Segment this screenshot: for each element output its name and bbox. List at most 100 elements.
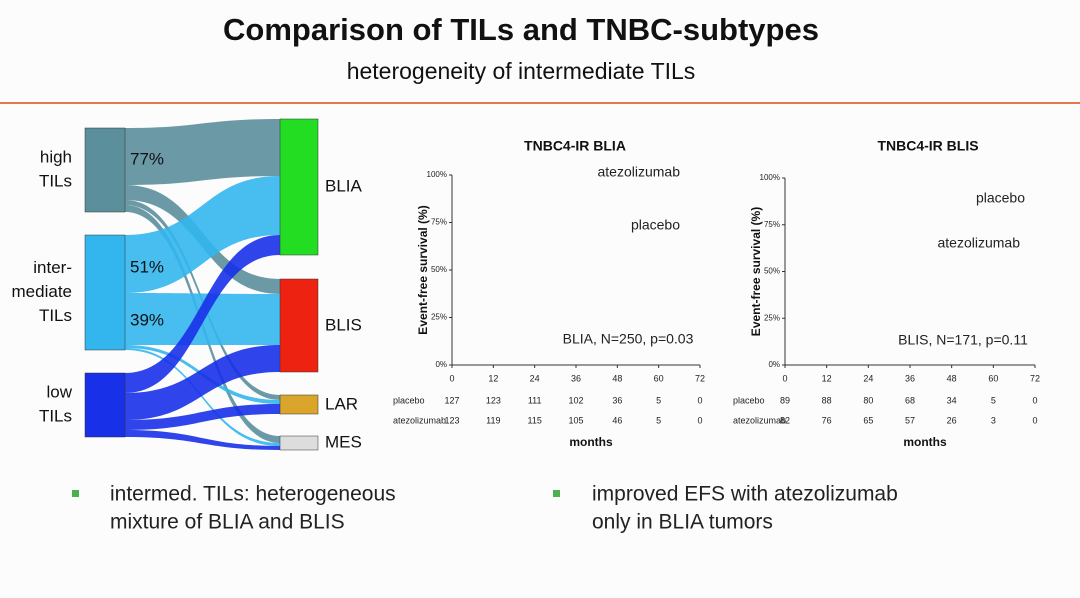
percent-label: 77% [130, 149, 164, 168]
flow [125, 235, 280, 393]
target-label: BLIA [325, 176, 363, 195]
risk-value: 89 [780, 395, 790, 405]
x-tick-label: 36 [905, 373, 915, 383]
x-tick-label: 72 [695, 373, 705, 383]
risk-value: 80 [863, 395, 873, 405]
curve-label: atezolizumab [938, 235, 1021, 251]
x-tick-label: 36 [571, 373, 581, 383]
target-node [279, 118, 319, 256]
bullet-text: improved EFS with atezolizumab [592, 483, 898, 506]
target-node [279, 394, 319, 415]
subtitle: heterogeneity of intermediate TILs [347, 58, 696, 84]
risk-value: 0 [1032, 415, 1037, 425]
plot-note: BLIS, N=171, p=0.11 [898, 332, 1028, 348]
x-tick-label: 60 [988, 373, 998, 383]
flow [125, 176, 280, 293]
risk-value: 115 [527, 415, 541, 425]
source-label: TILs [39, 406, 72, 425]
source-node [84, 127, 126, 213]
target-label: MES [325, 432, 362, 451]
x-tick-label: 48 [612, 373, 622, 383]
x-tick-label: 48 [947, 373, 957, 383]
target-label: BLIS [325, 315, 362, 334]
y-tick-label: 50% [764, 267, 780, 276]
risk-value: 0 [697, 415, 702, 425]
risk-value: 5 [991, 395, 996, 405]
flow [125, 348, 280, 446]
y-tick-label: 75% [764, 220, 780, 229]
plot-title: TNBC4-IR BLIS [877, 138, 978, 154]
source-label: low [46, 382, 72, 401]
plot-note: BLIA, N=250, p=0.03 [563, 331, 694, 347]
bullet-text: intermed. TILs: heterogeneous [110, 483, 396, 506]
flow [125, 119, 280, 185]
source-label: high [40, 147, 72, 166]
source-label: TILs [39, 171, 72, 190]
x-tick-label: 72 [1030, 373, 1040, 383]
risk-value: 5 [656, 415, 661, 425]
risk-value: 68 [905, 395, 915, 405]
x-tick-label: 24 [863, 373, 873, 383]
x-tick-label: 12 [822, 373, 832, 383]
risk-value: 88 [822, 395, 832, 405]
risk-value: 0 [697, 395, 702, 405]
x-tick-label: 0 [782, 373, 787, 383]
percent-label: 39% [130, 310, 164, 329]
x-axis-label: months [569, 435, 613, 449]
risk-value: 0 [1032, 395, 1037, 405]
y-tick-label: 0% [768, 360, 780, 369]
risk-value: 127 [444, 395, 459, 405]
bullet-text: only in BLIA tumors [592, 511, 773, 534]
risk-value: 36 [612, 395, 622, 405]
risk-value: 46 [612, 415, 622, 425]
risk-value: 102 [568, 395, 583, 405]
source-label: mediate [12, 282, 72, 301]
percent-label: 51% [130, 257, 164, 276]
risk-value: 34 [947, 395, 957, 405]
source-label: TILs [39, 306, 72, 325]
risk-value: 105 [568, 415, 583, 425]
x-tick-label: 0 [449, 373, 454, 383]
x-tick-label: 12 [488, 373, 498, 383]
risk-value: 57 [905, 415, 915, 425]
bullet-text: mixture of BLIA and BLIS [110, 511, 345, 534]
x-tick-label: 60 [654, 373, 664, 383]
y-axis-label: Event-free survival (%) [749, 207, 763, 336]
target-label: LAR [325, 394, 358, 413]
risk-value: 123 [486, 395, 501, 405]
risk-value: 3 [991, 415, 996, 425]
sankey: high TILs 77% inter-mediate TILs 51% 39% low TIL… [12, 118, 363, 451]
y-axis-label: Event-free survival (%) [416, 205, 430, 334]
y-tick-label: 75% [431, 218, 447, 227]
risk-row-name: atezolizumab [733, 415, 786, 425]
risk-value: 119 [486, 415, 500, 425]
flow [125, 430, 280, 450]
risk-value: 5 [656, 395, 661, 405]
x-axis-label: months [903, 435, 947, 449]
target-node [279, 278, 319, 373]
source-node [84, 372, 126, 438]
y-tick-label: 100% [760, 173, 780, 182]
risk-value: 111 [528, 395, 542, 405]
bullets: intermed. TILs: heterogeneous mixture of … [72, 483, 898, 534]
source-label: inter- [33, 258, 72, 277]
title: Comparison of TILs and TNBC-subtypes [223, 12, 819, 47]
curve-label: atezolizumab [598, 164, 681, 180]
risk-value: 26 [947, 415, 957, 425]
plot-title: TNBC4-IR BLIA [524, 138, 626, 154]
y-tick-label: 0% [435, 360, 447, 369]
risk-value: 65 [863, 415, 873, 425]
risk-row-name: placebo [733, 395, 765, 405]
flow [125, 345, 280, 420]
y-tick-label: 50% [431, 265, 447, 274]
curve-label: placebo [631, 217, 680, 233]
target-node [279, 435, 319, 451]
bullet-marker [553, 490, 560, 497]
x-tick-label: 24 [530, 373, 540, 383]
y-tick-label: 25% [431, 313, 447, 322]
source-node [84, 234, 126, 351]
bullet-marker [72, 490, 79, 497]
